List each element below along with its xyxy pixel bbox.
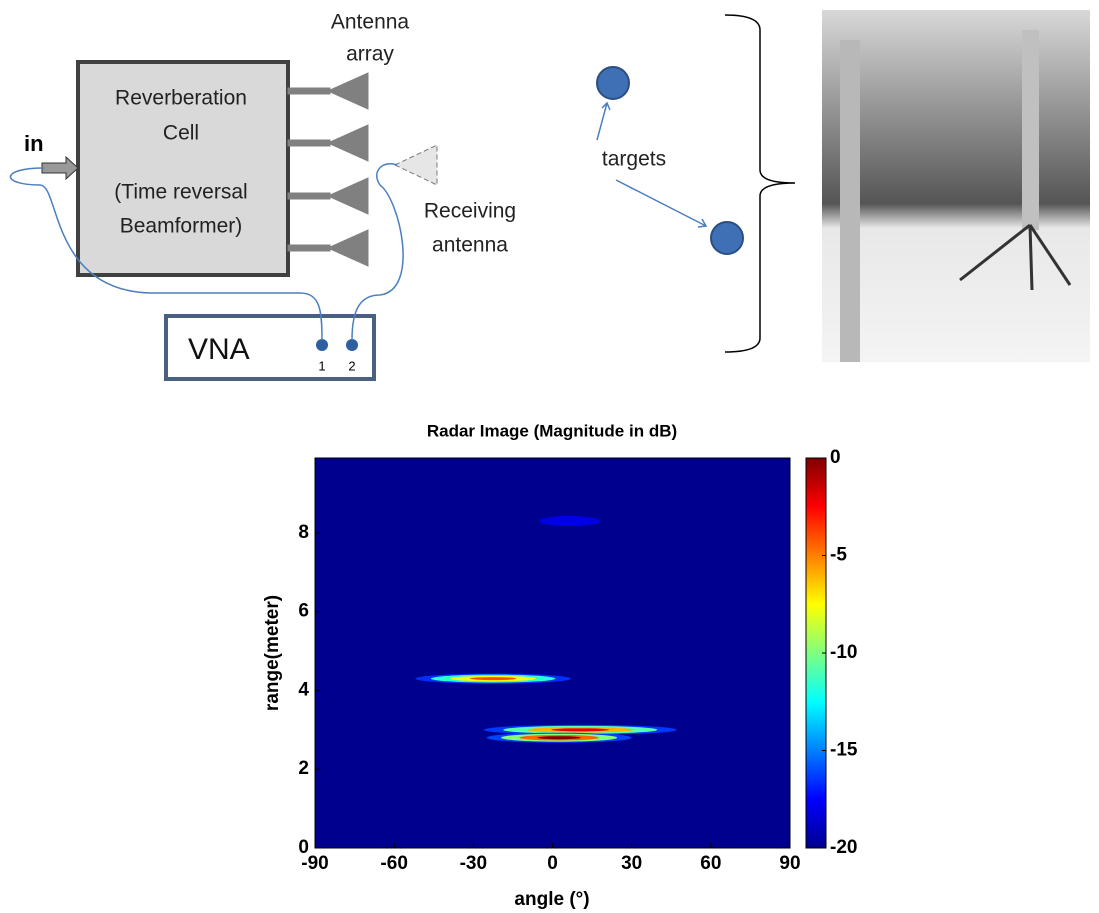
spot-layer [551, 728, 610, 732]
vna-label: VNA [188, 333, 250, 366]
port-label: 2 [348, 358, 355, 373]
diagram: Reverberation Cell (Time reversal Beamfo… [9, 10, 1090, 381]
receiving-label: Receiving [424, 200, 516, 223]
y-tick-label: 0 [298, 837, 309, 858]
target [710, 221, 744, 255]
colorbar-tick-label: -15 [830, 740, 858, 761]
vna-box [164, 314, 376, 381]
spot-layer [537, 736, 581, 740]
y-tick-label: 6 [298, 601, 309, 622]
arrow [615, 179, 708, 228]
cable [351, 163, 404, 341]
colorbar-tick-label: -20 [830, 837, 857, 858]
target [596, 66, 630, 100]
chart-title: Radar Image (Magnitude in dB) [427, 421, 677, 440]
spot-layer [469, 677, 517, 681]
spot [415, 673, 571, 684]
photo-tripod [959, 223, 1072, 291]
x-tick-label: 60 [700, 853, 721, 874]
targets-label: targets [602, 148, 666, 171]
cell-label: Reverberation [115, 87, 247, 110]
antennas [287, 72, 369, 267]
cable [9, 167, 323, 341]
colorbar-tick-label: 0 [830, 447, 841, 468]
receiving-antenna [393, 144, 438, 186]
spot-layer [560, 519, 579, 523]
x-tick-label: 0 [547, 853, 558, 874]
x-tick-label: -90 [301, 853, 328, 874]
x-axis-label: angle (°) [514, 889, 589, 910]
spot [539, 516, 600, 527]
cell-label: Beamformer) [120, 215, 243, 238]
port [316, 339, 328, 351]
plot-area [315, 458, 790, 848]
x-tick-label: -30 [460, 853, 487, 874]
colorbar-tick-label: -10 [830, 642, 857, 663]
input-arrow [41, 155, 79, 181]
spots [415, 516, 677, 743]
brace [724, 14, 796, 353]
cell-box [76, 60, 290, 277]
y-tick-label: 8 [298, 522, 309, 543]
array-label: Antenna [331, 11, 410, 34]
y-tick-label: 4 [298, 679, 309, 700]
photo-pole [840, 40, 860, 362]
x-tick-label: 30 [621, 853, 642, 874]
cell-label: (Time reversal [114, 181, 247, 204]
port [346, 339, 358, 351]
array-label: array [346, 43, 394, 66]
y-axis-label: range(meter) [262, 595, 283, 711]
input-label: in [24, 131, 44, 156]
arrow [596, 101, 611, 141]
y-tick-label: 2 [298, 758, 309, 779]
photo-pole [1022, 30, 1039, 230]
receiving-label: antenna [432, 234, 508, 257]
cell-label: Cell [163, 122, 199, 145]
port-label: 1 [318, 358, 325, 373]
photo [822, 10, 1090, 362]
x-tick-label: 90 [779, 853, 800, 874]
spot [486, 732, 632, 743]
x-tick-label: -60 [380, 853, 407, 874]
colorbar-tick-label: -5 [830, 545, 847, 566]
spot [483, 724, 677, 735]
